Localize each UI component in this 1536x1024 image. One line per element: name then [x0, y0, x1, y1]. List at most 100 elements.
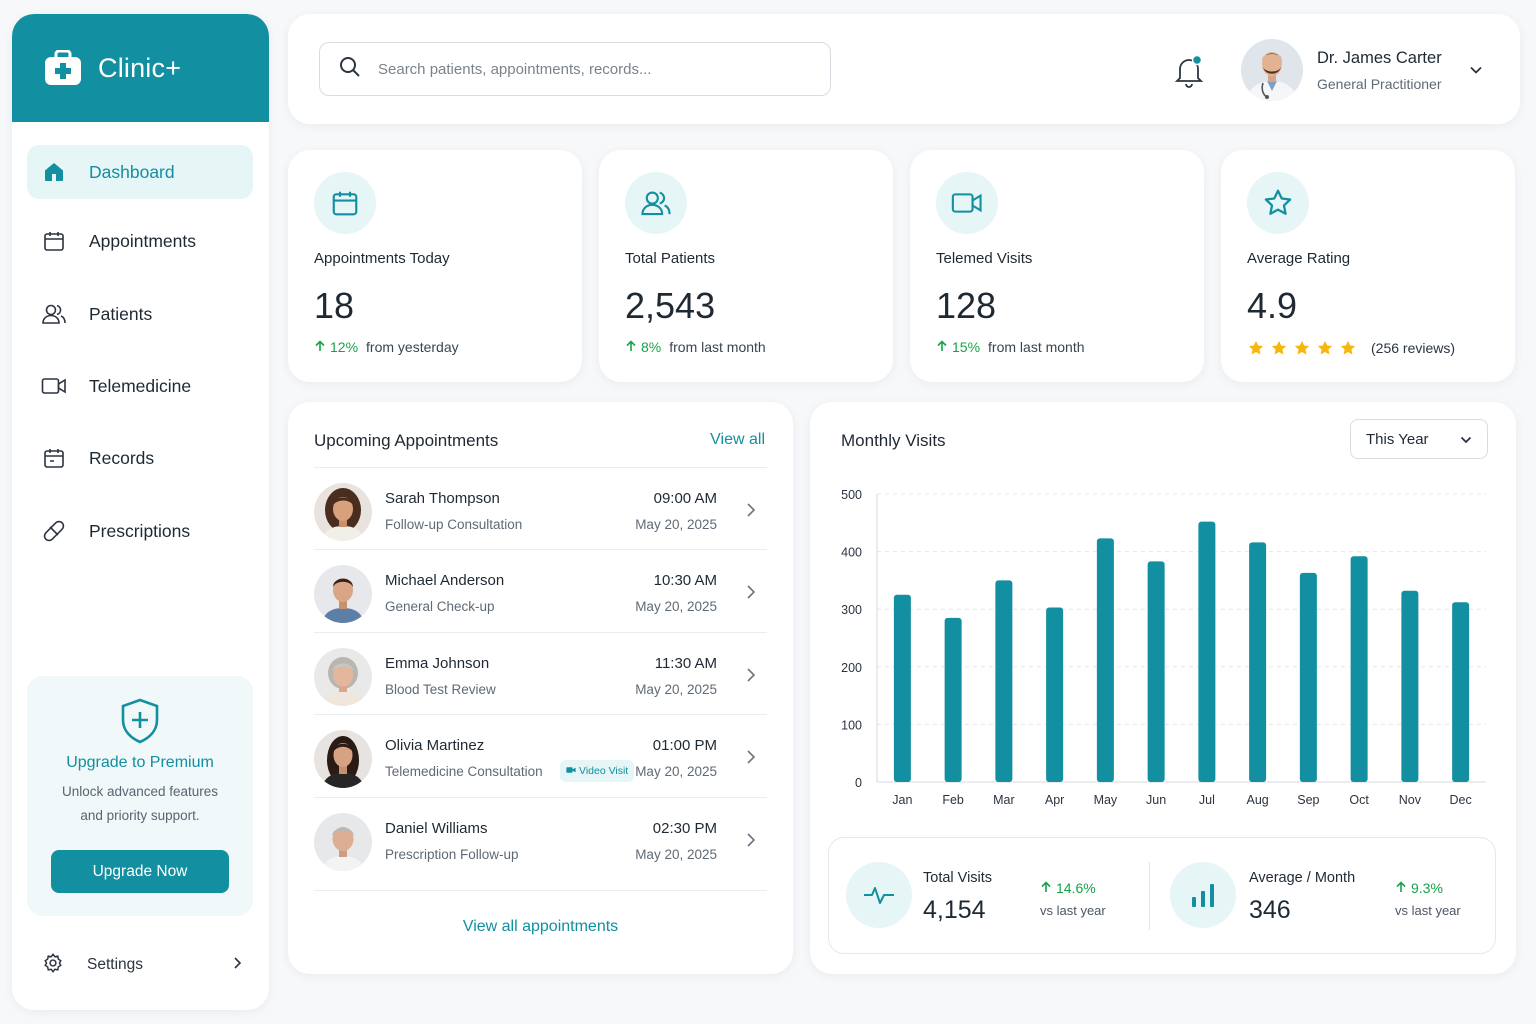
- summary-change-percent: 14.6%: [1056, 880, 1096, 896]
- stat-change-note: from yesterday: [366, 339, 459, 355]
- bar-feb[interactable]: [944, 617, 962, 782]
- bar-jul[interactable]: [1198, 521, 1216, 782]
- sidebar-item-patients[interactable]: Patients: [27, 287, 253, 341]
- video-visit-badge: Video Visit: [560, 760, 635, 782]
- monthly-visits-chart: 0 100 200 300 400 500 Jan Feb Mar Apr May Jun Jul Aug…: [841, 488, 1486, 807]
- upgrade-title: Upgrade to Premium: [66, 754, 214, 771]
- appointment-row[interactable]: Michael Anderson General Check-up 10:30 …: [314, 549, 767, 631]
- x-tick-label: Nov: [1399, 793, 1422, 807]
- x-tick-label: Jul: [1199, 793, 1215, 807]
- settings-label: Settings: [87, 956, 144, 973]
- patient-name: Olivia Martinez: [385, 737, 485, 754]
- panel-title: Monthly Visits: [841, 431, 946, 450]
- appointment-time: 09:00 AM: [653, 490, 717, 507]
- search-input[interactable]: [378, 60, 798, 78]
- bar-aug[interactable]: [1249, 542, 1267, 782]
- notification-bell-icon[interactable]: [1173, 54, 1205, 88]
- appointment-row[interactable]: Emma Johnson Blood Test Review 11:30 AM …: [314, 632, 767, 714]
- stat-change-note: from last month: [669, 339, 766, 355]
- star-icon: [1247, 172, 1309, 234]
- bar-jun[interactable]: [1147, 561, 1165, 782]
- summary-value: 346: [1249, 896, 1291, 924]
- sidebar-item-label: Dashboard: [89, 161, 175, 182]
- sidebar-item-label: Patients: [89, 303, 153, 324]
- appointment-date: May 20, 2025: [635, 764, 717, 779]
- stat-label: Appointments Today: [314, 250, 450, 267]
- appointment-time: 01:00 PM: [652, 737, 717, 754]
- bar-sep[interactable]: [1299, 572, 1317, 782]
- star-icon: [1248, 340, 1264, 355]
- star-icon: [1271, 340, 1287, 355]
- calendar-icon: [314, 172, 376, 234]
- sidebar: Clinic+ Dashboard Appointments Patients …: [12, 14, 269, 1010]
- stat-label: Total Patients: [625, 250, 716, 267]
- sidebar-item-appointments[interactable]: Appointments: [27, 214, 253, 268]
- upgrade-description: Unlock advanced features and priority su…: [61, 784, 219, 823]
- summary-note: vs last year: [1395, 903, 1461, 918]
- search-bar[interactable]: [319, 42, 831, 96]
- patient-avatar: [314, 648, 372, 706]
- y-tick-label: 300: [841, 603, 862, 617]
- summary-label: Total Visits: [923, 870, 993, 886]
- sidebar-item-dashboard[interactable]: Dashboard: [27, 145, 253, 199]
- settings-item[interactable]: Settings: [42, 952, 242, 978]
- summary-change-percent: 9.3%: [1411, 880, 1443, 896]
- folder-icon: [41, 445, 67, 471]
- bar-dec[interactable]: [1452, 602, 1470, 782]
- stat-change: 12% from yesterday: [314, 339, 459, 355]
- appointment-type: Blood Test Review: [385, 682, 496, 697]
- x-tick-label: May: [1094, 793, 1118, 807]
- appointment-row[interactable]: Daniel Williams Prescription Follow-up 0…: [314, 797, 767, 879]
- stat-card-total-patients: Total Patients 2,543 8% from last month: [599, 150, 893, 382]
- period-select[interactable]: This Year: [1350, 419, 1488, 459]
- bar-nov[interactable]: [1401, 590, 1419, 782]
- sidebar-item-prescriptions[interactable]: Prescriptions: [27, 504, 253, 558]
- sidebar-item-label: Telemedicine: [89, 375, 192, 396]
- summary-change: 9.3%: [1395, 880, 1443, 896]
- x-tick-label: Mar: [993, 793, 1015, 807]
- appointment-row[interactable]: Sarah Thompson Follow-up Consultation 09…: [314, 467, 767, 549]
- video-icon: [936, 172, 998, 234]
- stat-label: Telemed Visits: [936, 250, 1033, 267]
- stat-change: 8% from last month: [625, 339, 766, 355]
- bar-jan[interactable]: [893, 594, 911, 782]
- x-tick-label: Oct: [1349, 793, 1369, 807]
- chevron-down-icon[interactable]: [1468, 62, 1484, 78]
- bar-oct[interactable]: [1350, 556, 1368, 782]
- app-name: Clinic+: [98, 52, 182, 83]
- sidebar-item-records[interactable]: Records: [27, 431, 253, 485]
- calendar-icon: [41, 228, 67, 254]
- stat-label: Average Rating: [1247, 250, 1351, 267]
- upgrade-now-button[interactable]: Upgrade Now: [51, 850, 229, 893]
- bar-apr[interactable]: [1046, 607, 1064, 782]
- divider: [314, 890, 767, 891]
- summary-label: Average / Month: [1249, 870, 1356, 886]
- x-tick-label: Dec: [1450, 793, 1472, 807]
- view-all-appointments-link[interactable]: View all appointments: [462, 918, 619, 935]
- stat-value: 2,543: [625, 285, 716, 326]
- appointment-type: General Check-up: [385, 599, 495, 614]
- sidebar-item-telemedicine[interactable]: Telemedicine: [27, 359, 253, 413]
- panel-title: Upcoming Appointments: [314, 431, 499, 450]
- sidebar-item-label: Records: [89, 447, 155, 468]
- patient-name: Michael Anderson: [385, 572, 505, 589]
- appointment-type: Prescription Follow-up: [385, 847, 519, 862]
- monthly-visits-panel: Monthly Visits This Year 0 100 200 300 400 50…: [810, 402, 1516, 974]
- chevron-right-icon: [745, 749, 757, 765]
- view-all-link[interactable]: View all: [710, 431, 765, 448]
- stat-value: 4.9: [1247, 285, 1298, 326]
- upcoming-appointments-panel: Upcoming Appointments View all Sarah Tho…: [288, 402, 793, 974]
- appointment-time: 02:30 PM: [652, 820, 717, 837]
- appointment-row[interactable]: Olivia Martinez Telemedicine Consultatio…: [314, 714, 767, 796]
- summary-note: vs last year: [1040, 903, 1106, 918]
- badge-label: Video Visit: [579, 765, 629, 777]
- appointment-date: May 20, 2025: [635, 599, 717, 614]
- x-tick-label: Sep: [1297, 793, 1319, 807]
- bar-may[interactable]: [1096, 538, 1114, 782]
- user-avatar[interactable]: [1241, 39, 1303, 101]
- bar-mar[interactable]: [995, 580, 1013, 782]
- chevron-right-icon: [745, 584, 757, 600]
- shield-plus-icon: [120, 698, 160, 744]
- y-tick-label: 400: [841, 546, 862, 560]
- stat-change-note: from last month: [988, 339, 1085, 355]
